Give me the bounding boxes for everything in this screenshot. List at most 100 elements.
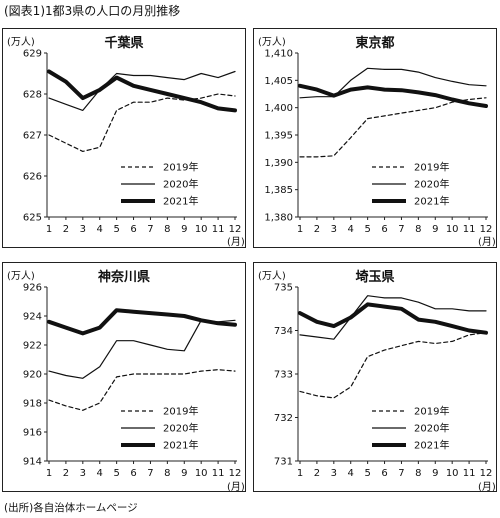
x-tick-label: 1 xyxy=(46,468,52,479)
series-line-2020年 xyxy=(48,70,236,112)
chart-panel-tokyo: (万人) 東京都 (月) 1,380 1,385 1,390 1,395 1,400 1,… xyxy=(253,28,497,248)
x-tick-label: 5 xyxy=(113,224,119,235)
x-unit-label: (月) xyxy=(227,482,245,493)
x-tick-label: 2 xyxy=(314,468,320,479)
series-line-2020年 xyxy=(48,319,236,379)
y-tick-label: 1,390 xyxy=(264,158,293,169)
y-tick-label: 916 xyxy=(23,428,42,439)
legend-label: 2020年 xyxy=(414,422,449,435)
legend-label: 2019年 xyxy=(163,405,198,418)
y-tick-label: 626 xyxy=(23,172,42,183)
x-tick-label: 2 xyxy=(314,224,320,235)
x-tick-label: 1 xyxy=(46,224,52,235)
chart-panel-saitama: (万人) 埼玉県 (月) 731 732 733 734 735 1 2 3 4 5 6 7 8 9 10 1… xyxy=(253,262,497,493)
legend-label: 2019年 xyxy=(414,405,449,418)
x-tick-label: 7 xyxy=(147,468,153,479)
legend-label: 2020年 xyxy=(414,178,449,191)
y-tick-label: 1,400 xyxy=(264,103,293,114)
y-tick-label: 1,385 xyxy=(264,185,293,196)
x-tick-label: 5 xyxy=(364,468,370,479)
x-tick-label: 12 xyxy=(229,468,242,479)
x-tick-label: 6 xyxy=(130,468,136,479)
y-tick-label: 733 xyxy=(274,370,293,381)
legend-label: 2019年 xyxy=(163,161,198,174)
x-tick-label: 7 xyxy=(398,468,404,479)
chart-title: 千葉県 xyxy=(104,36,144,51)
y-unit-label: (万人) xyxy=(258,37,286,48)
series-line-2019年 xyxy=(48,93,236,153)
x-tick-label: 4 xyxy=(348,468,354,479)
y-tick-label: 920 xyxy=(23,370,42,381)
y-tick-label: 924 xyxy=(23,312,42,323)
x-tick-label: 5 xyxy=(113,468,119,479)
x-tick-label: 7 xyxy=(398,224,404,235)
y-tick-label: 735 xyxy=(274,283,293,294)
chart-title: 東京都 xyxy=(355,36,395,51)
chart-panel-kanagawa: (万人) 神奈川県 (月) 914 916 918 920 922 924 926 1 2 3 4 5… xyxy=(2,262,246,493)
y-tick-label: 1,410 xyxy=(264,49,293,60)
series-line-2021年 xyxy=(47,69,237,113)
y-unit-label: (万人) xyxy=(7,271,35,282)
x-unit-label: (月) xyxy=(227,237,245,248)
x-unit-label: (月) xyxy=(478,482,496,493)
x-tick-label: 10 xyxy=(446,468,459,479)
series-line-2019年 xyxy=(299,97,487,158)
series-line-2021年 xyxy=(298,302,488,335)
x-tick-label: 3 xyxy=(80,468,86,479)
source-note: (出所)各自治体ホームページ xyxy=(4,502,138,514)
figure-title: (図表1)1都3県の人口の月別推移 xyxy=(4,4,181,18)
y-tick-label: 922 xyxy=(23,341,42,352)
x-tick-label: 10 xyxy=(446,224,459,235)
x-tick-label: 6 xyxy=(381,468,387,479)
x-tick-label: 8 xyxy=(415,224,421,235)
legend-label: 2020年 xyxy=(163,178,198,191)
series-line-2019年 xyxy=(48,369,236,411)
x-tick-label: 10 xyxy=(195,468,208,479)
x-tick-label: 1 xyxy=(297,468,303,479)
y-unit-label: (万人) xyxy=(7,37,35,48)
legend-label: 2021年 xyxy=(163,439,198,452)
y-tick-label: 731 xyxy=(274,457,293,468)
x-tick-label: 7 xyxy=(147,224,153,235)
y-tick-label: 732 xyxy=(274,413,293,424)
x-tick-label: 8 xyxy=(415,468,421,479)
x-tick-label: 6 xyxy=(381,224,387,235)
y-tick-label: 1,405 xyxy=(264,76,293,87)
x-tick-label: 4 xyxy=(97,224,103,235)
x-tick-label: 11 xyxy=(212,224,225,235)
legend-label: 2021年 xyxy=(414,195,449,208)
x-tick-label: 3 xyxy=(331,468,337,479)
y-tick-label: 628 xyxy=(23,90,42,101)
legend-label: 2021年 xyxy=(163,195,198,208)
series-line-2021年 xyxy=(298,83,488,108)
series-line-2019年 xyxy=(299,332,487,399)
x-tick-label: 2 xyxy=(63,468,69,479)
chart-svg-tokyo: 1,380 1,385 1,390 1,395 1,400 1,405 1,410 1 2 3 4 5… xyxy=(264,49,492,236)
x-tick-label: 10 xyxy=(195,224,208,235)
x-tick-label: 5 xyxy=(364,224,370,235)
legend-label: 2020年 xyxy=(163,422,198,435)
x-tick-label: 4 xyxy=(348,224,354,235)
x-tick-label: 1 xyxy=(297,224,303,235)
y-tick-label: 627 xyxy=(23,131,42,142)
x-unit-label: (月) xyxy=(478,237,496,248)
x-tick-label: 3 xyxy=(80,224,86,235)
x-tick-label: 9 xyxy=(181,468,187,479)
x-tick-label: 3 xyxy=(331,224,337,235)
y-tick-label: 734 xyxy=(274,326,293,337)
y-tick-label: 629 xyxy=(23,49,42,60)
x-tick-label: 9 xyxy=(181,224,187,235)
y-tick-label: 625 xyxy=(23,213,42,224)
x-tick-label: 11 xyxy=(212,468,225,479)
legend-label: 2019年 xyxy=(414,161,449,174)
y-tick-label: 918 xyxy=(23,399,42,410)
y-tick-label: 1,395 xyxy=(264,131,293,142)
y-tick-label: 1,380 xyxy=(264,213,293,224)
chart-title: 埼玉県 xyxy=(355,270,395,285)
x-tick-label: 9 xyxy=(432,224,438,235)
x-tick-label: 12 xyxy=(229,224,242,235)
legend-label: 2021年 xyxy=(414,439,449,452)
